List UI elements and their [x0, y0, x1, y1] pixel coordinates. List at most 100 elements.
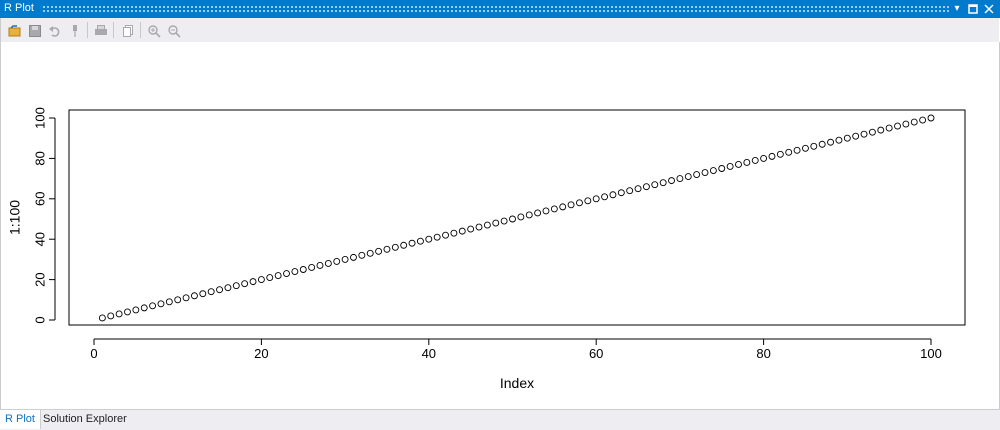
x-tick-label: 0 [90, 346, 97, 361]
zoom-out-icon[interactable] [167, 23, 181, 38]
data-point [894, 122, 901, 130]
pin-icon[interactable] [68, 23, 82, 37]
data-point [910, 118, 918, 126]
data-point [199, 290, 207, 298]
data-point [216, 286, 224, 294]
y-tick-label: 20 [32, 272, 47, 286]
maximize-icon[interactable] [966, 2, 980, 16]
toolbar-separator [113, 22, 114, 38]
data-point [115, 310, 123, 318]
data-point [366, 249, 374, 257]
data-point [584, 197, 592, 205]
data-point [266, 274, 274, 282]
tab-r-plot[interactable]: R Plot [0, 410, 41, 429]
y-tick-label: 100 [32, 107, 47, 129]
data-point [341, 255, 349, 263]
tab-solution-explorer[interactable]: Solution Explorer [43, 413, 127, 425]
y-tick-label: 40 [32, 232, 47, 246]
print-icon[interactable] [94, 23, 108, 37]
save-icon[interactable] [28, 23, 42, 37]
data-point [617, 189, 625, 197]
data-point [927, 114, 935, 122]
y-tick-label: 60 [32, 192, 47, 206]
x-tick-label: 60 [589, 346, 603, 361]
data-point [324, 259, 332, 267]
import-icon[interactable] [8, 23, 22, 37]
data-point [458, 227, 466, 235]
x-tick-label: 40 [422, 346, 436, 361]
data-point [517, 213, 525, 221]
data-point [860, 130, 868, 138]
data-point [165, 298, 173, 306]
data-point [609, 191, 617, 199]
data-point [316, 262, 324, 269]
data-point [375, 247, 383, 255]
data-point [626, 187, 634, 195]
zoom-in-icon[interactable] [147, 23, 161, 38]
y-tick-label: 80 [32, 151, 47, 165]
data-point [358, 251, 366, 259]
toolbar-separator [87, 22, 88, 38]
data-point [852, 132, 860, 140]
data-point [668, 177, 675, 185]
dropdown-icon[interactable]: ▾ [954, 3, 960, 14]
data-point [885, 124, 893, 132]
plot-toolbar [0, 18, 999, 42]
data-point [391, 243, 399, 251]
data-point [249, 278, 257, 286]
data-point [659, 179, 667, 187]
data-point [182, 294, 190, 302]
data-point [760, 154, 768, 162]
drag-grip[interactable] [42, 5, 950, 12]
data-point [274, 272, 282, 280]
data-point [492, 219, 500, 227]
copy-icon[interactable] [121, 23, 135, 37]
data-point [400, 241, 408, 249]
data-point [442, 231, 449, 239]
data-point [190, 292, 198, 300]
data-point [350, 253, 357, 261]
plot-box [68, 109, 966, 326]
data-point [241, 280, 249, 288]
data-point [283, 270, 290, 277]
data-point [450, 229, 458, 237]
data-point [743, 158, 751, 166]
data-point [684, 173, 692, 181]
x-tick-label: 80 [756, 346, 770, 361]
data-point [333, 257, 341, 265]
data-point [785, 148, 793, 156]
data-point [919, 116, 927, 124]
data-point [509, 215, 516, 223]
data-point [467, 225, 475, 233]
data-point [802, 144, 809, 152]
plot-area: 0 20 40 60 80 100 0 20 40 60 80 100 Index 1:100 [0, 42, 1000, 409]
data-point [877, 126, 885, 134]
data-point [525, 211, 533, 219]
data-point [693, 171, 701, 179]
data-point [534, 209, 542, 217]
data-point [207, 288, 215, 296]
data-point [308, 264, 316, 271]
window-titlebar: R Plot ▾ [0, 0, 1000, 18]
data-point [132, 306, 140, 314]
data-point [140, 304, 148, 312]
data-point [735, 161, 742, 168]
data-point [174, 296, 182, 304]
data-point [751, 156, 759, 164]
data-point [107, 312, 115, 320]
data-point [299, 266, 307, 273]
close-icon[interactable] [982, 2, 996, 16]
undo-icon[interactable] [48, 23, 62, 37]
data-point [601, 193, 609, 201]
data-point [718, 165, 726, 172]
x-tick-label: 100 [920, 346, 942, 361]
data-point [818, 140, 826, 148]
data-point [483, 221, 491, 229]
data-point [383, 245, 391, 253]
x-axis-label: Index [500, 375, 534, 391]
scatter-plot: 0 20 40 60 80 100 0 20 40 60 80 100 Index 1:100 [7, 107, 966, 391]
data-point [232, 282, 240, 290]
data-point [124, 308, 131, 316]
data-point [550, 205, 558, 213]
data-point [768, 152, 776, 160]
